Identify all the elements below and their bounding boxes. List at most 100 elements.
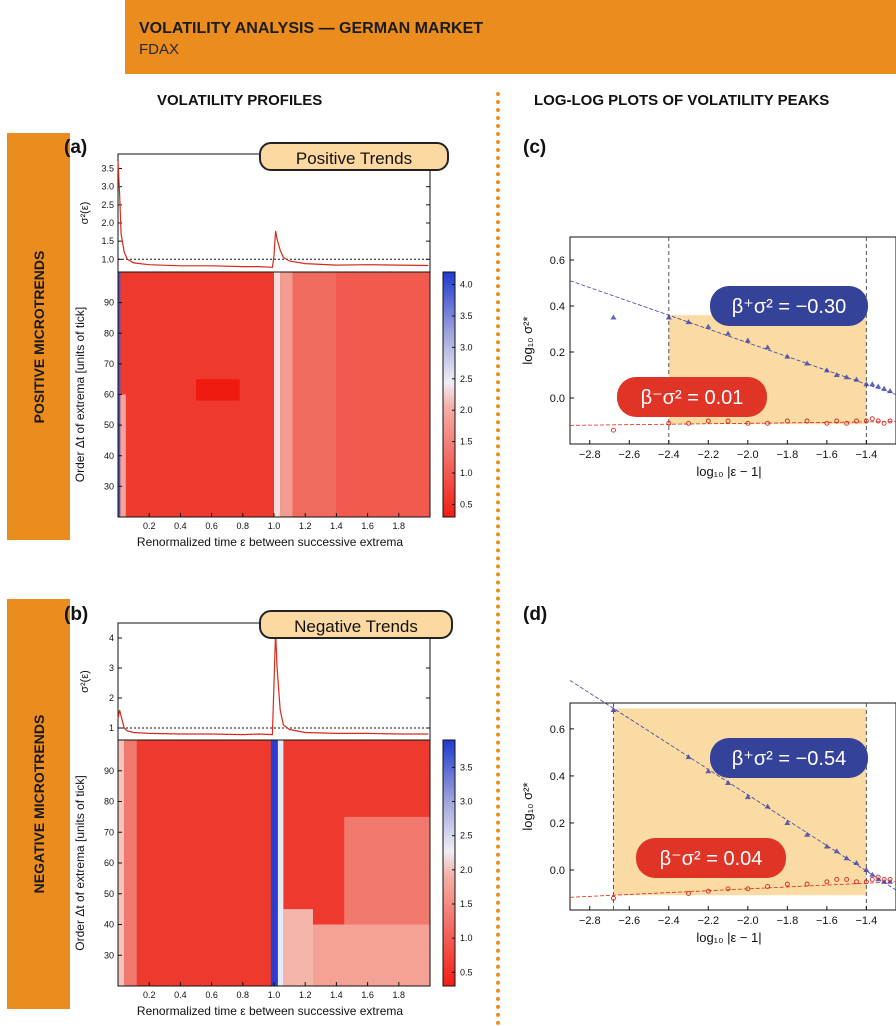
marker-positive-c bbox=[705, 323, 712, 329]
marker-positive-d bbox=[833, 848, 840, 854]
marker-negative-d bbox=[784, 881, 790, 887]
panel-label-c: (c) bbox=[523, 137, 546, 158]
ytick-label-d: 0.4 bbox=[550, 771, 565, 783]
marker-positive-d bbox=[843, 855, 850, 861]
marker-negative-d bbox=[686, 891, 691, 896]
marker-negative-d bbox=[804, 881, 810, 887]
xtick-label-a-heatmap: 1.6 bbox=[361, 521, 374, 531]
xtick-label-c: −2.8 bbox=[579, 449, 601, 461]
ytick-label-c: 0.0 bbox=[550, 393, 565, 405]
trend-badge-label-a: Positive Trends bbox=[296, 149, 412, 168]
marker-positive-c bbox=[744, 337, 751, 343]
marker-positive-c bbox=[881, 385, 888, 391]
colorbar-tick-label-b-heatmap: 1.0 bbox=[460, 933, 473, 943]
xtick-label-c: −2.0 bbox=[737, 449, 759, 461]
xtick-label-c: −2.6 bbox=[618, 449, 640, 461]
colorbar-tick-label-b-heatmap: 0.5 bbox=[460, 967, 473, 977]
trend-badge-a bbox=[259, 142, 449, 171]
fit-line-minus-d bbox=[569, 881, 896, 898]
xtick-label-a-heatmap: 0.8 bbox=[237, 521, 250, 531]
heatmap-a-heatmap bbox=[117, 271, 431, 518]
marker-negative-d bbox=[854, 879, 859, 885]
marker-positive-c bbox=[853, 376, 860, 382]
ytick-label-a: 1.5 bbox=[101, 236, 114, 246]
marker-negative-c bbox=[804, 418, 810, 424]
marker-negative-d bbox=[869, 876, 875, 882]
xtick-label-c: −2.4 bbox=[658, 449, 680, 461]
ylabel-c: log₁₀ σ²* bbox=[520, 316, 535, 364]
header-banner: VOLATILITY ANALYSIS — GERMAN MARKET FDAX bbox=[125, 0, 896, 74]
xtick-label-b-heatmap: 1.2 bbox=[299, 990, 312, 1000]
xtick-label-d: −2.2 bbox=[697, 915, 719, 927]
ytick-label-b-heatmap: 30 bbox=[104, 950, 114, 960]
ytick-label-c: 0.4 bbox=[550, 301, 565, 313]
ytick-label-b-heatmap: 70 bbox=[104, 827, 114, 837]
marker-positive-c bbox=[725, 330, 732, 336]
colorbar-tick-label-a-heatmap: 2.0 bbox=[460, 405, 473, 415]
marker-negative-c bbox=[725, 418, 731, 424]
xtick-label-b-heatmap: 0.4 bbox=[174, 990, 187, 1000]
heatmap-b-heatmap bbox=[117, 739, 431, 987]
marker-positive-d bbox=[853, 859, 860, 865]
xtick-label-b-heatmap: 0.6 bbox=[205, 990, 218, 1000]
marker-positive-c bbox=[887, 388, 894, 394]
xtick-label-a-heatmap: 0.6 bbox=[205, 521, 218, 531]
ytick-label-b-heatmap: 40 bbox=[104, 920, 114, 930]
ytick-label-b-heatmap: 80 bbox=[104, 797, 114, 807]
marker-negative-d bbox=[863, 879, 869, 885]
ytick-label-d: 0.2 bbox=[550, 818, 565, 830]
colorbar-tick-label-a-heatmap: 2.5 bbox=[460, 374, 473, 384]
xlabel-d: log₁₀ |ε − 1| bbox=[696, 930, 761, 945]
ytick-label-a: 3.0 bbox=[101, 182, 114, 192]
marker-negative-d bbox=[745, 886, 751, 892]
marker-positive-c bbox=[610, 314, 617, 320]
beta-minus-label-c: β⁻σ² = 0.01 bbox=[641, 387, 744, 409]
heatmap-band bbox=[283, 909, 313, 986]
ytick-label-a-heatmap: 80 bbox=[104, 328, 114, 338]
ytick-label-a: 3.5 bbox=[101, 164, 114, 174]
ytick-label-b: 2 bbox=[109, 693, 114, 703]
xtick-label-c: −1.6 bbox=[816, 449, 838, 461]
xtick-label-b-heatmap: 1.6 bbox=[361, 990, 374, 1000]
ytick-label-a-heatmap: 60 bbox=[104, 390, 114, 400]
colorbar-tick-label-b-heatmap: 1.5 bbox=[460, 899, 473, 909]
panel-label-a: (a) bbox=[64, 137, 87, 158]
marker-negative-d bbox=[611, 895, 616, 901]
marker-negative-d bbox=[725, 886, 731, 892]
xtick-label-d: −2.8 bbox=[579, 915, 601, 927]
heatmap-band bbox=[344, 816, 430, 925]
marker-negative-c bbox=[844, 420, 850, 426]
xtick-label-a-heatmap: 1.4 bbox=[330, 521, 343, 531]
marker-negative-c bbox=[611, 427, 616, 433]
marker-positive-d bbox=[705, 768, 712, 774]
profile-series-a bbox=[117, 161, 429, 268]
xtick-label-d: −2.6 bbox=[618, 915, 640, 927]
ytick-label-b-heatmap: 50 bbox=[104, 889, 114, 899]
ytick-label-c: 0.6 bbox=[550, 255, 565, 267]
marker-negative-c bbox=[875, 418, 881, 424]
ytick-label-a-heatmap: 50 bbox=[104, 420, 114, 430]
marker-positive-d bbox=[863, 867, 870, 873]
fit-line-plus-d bbox=[569, 680, 896, 891]
marker-negative-c bbox=[887, 418, 893, 424]
heatmap-cell bbox=[120, 394, 126, 517]
xtick-label-c: −2.2 bbox=[697, 449, 719, 461]
ytick-label-b: 1 bbox=[109, 723, 114, 733]
beta-plus-label-c: β⁺σ² = −0.30 bbox=[732, 296, 846, 318]
xtick-label-a-heatmap: 0.4 bbox=[174, 521, 187, 531]
marker-positive-d bbox=[764, 803, 771, 809]
xtick-label-b-heatmap: 1.4 bbox=[330, 990, 343, 1000]
beta-minus-badge-c bbox=[617, 377, 767, 417]
ytick-label-d: 0.0 bbox=[550, 865, 565, 877]
marker-positive-d bbox=[823, 843, 830, 849]
xlabel-b-heatmap: Renormalized time ε between successive e… bbox=[137, 1004, 403, 1018]
marker-negative-c bbox=[745, 420, 751, 426]
marker-negative-d bbox=[875, 874, 881, 880]
xtick-label-d: −1.8 bbox=[776, 915, 798, 927]
heatmap-band bbox=[313, 924, 430, 986]
xtick-label-d: −1.6 bbox=[816, 915, 838, 927]
marker-negative-c bbox=[705, 418, 711, 424]
ytick-label-a-heatmap: 40 bbox=[104, 451, 114, 461]
marker-positive-c bbox=[863, 381, 870, 387]
marker-positive-d bbox=[610, 707, 617, 713]
